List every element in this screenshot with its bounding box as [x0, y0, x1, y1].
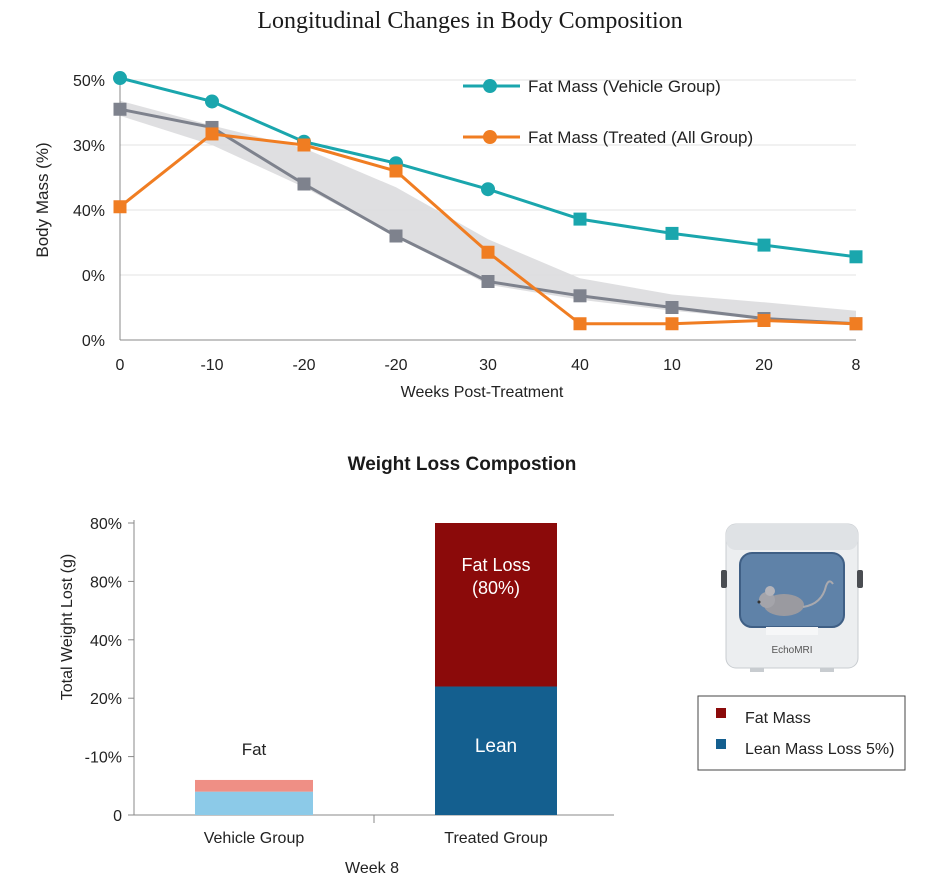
- series-line-0: [119, 76, 857, 259]
- y-tick-label: 0%: [82, 268, 105, 285]
- data-point: [481, 182, 495, 197]
- device-top: [726, 524, 858, 550]
- line-chart-y-label: Body Mass (%): [33, 142, 52, 257]
- line-chart-series: [113, 71, 863, 331]
- data-point: [205, 127, 219, 141]
- legend-marker-treated: [483, 130, 497, 144]
- bar-treated-fat: [435, 523, 557, 687]
- x-tick-vehicle-group: Vehicle Group: [204, 830, 305, 847]
- bar-chart-title: Weight Loss Compostion: [348, 454, 577, 475]
- data-point: [849, 317, 863, 331]
- bar-chart-x-label: Week 8: [345, 860, 399, 877]
- confidence-band-area: [120, 100, 856, 326]
- y-tick-label: 80%: [90, 516, 122, 533]
- data-point: [757, 238, 771, 252]
- data-point: [113, 71, 127, 86]
- data-point: [297, 138, 311, 152]
- data-point: [297, 177, 311, 191]
- bar-treated-lean: [435, 686, 557, 815]
- data-point: [757, 314, 771, 327]
- device-window: [739, 552, 845, 628]
- y-tick-label: 30%: [73, 138, 105, 155]
- data-point: [665, 317, 679, 331]
- bar-chart-y-label: Total Weight Lost (g): [59, 554, 76, 700]
- data-point: [573, 289, 587, 303]
- data-point: [849, 250, 863, 264]
- bar-chart-y-ticks: 80% 80% 40% 20% -10% 0: [85, 516, 134, 825]
- x-tick-treated-group: Treated Group: [444, 830, 548, 847]
- x-tick-label: 30: [479, 357, 497, 374]
- device-handle-left: [721, 570, 727, 588]
- line-chart-x-ticks: 0 -10 -20 -20 30 40 10 20 8: [116, 357, 861, 374]
- legend-box: [697, 695, 906, 771]
- line-chart-y-ticks: 50% 30% 40% 0% 0%: [73, 73, 105, 350]
- x-tick-label: 40: [571, 357, 589, 374]
- line-chart-title: Longitudinal Changes in Body Composition: [257, 8, 682, 34]
- annotation-vehicle-fat: Fat: [242, 740, 267, 759]
- data-point: [573, 317, 587, 331]
- y-tick-label: 40%: [90, 633, 122, 650]
- x-tick-label: 8: [852, 357, 861, 374]
- confidence-band: [120, 100, 856, 326]
- data-point: [665, 301, 679, 314]
- data-point: [573, 212, 587, 226]
- y-tick-label: 0: [113, 808, 122, 825]
- device-handle-right: [857, 570, 863, 588]
- y-tick-label: 0%: [82, 333, 105, 350]
- data-point: [205, 94, 219, 109]
- line-chart-legend: Fat Mass (Vehicle Group) Fat Mass (Treat…: [463, 77, 753, 147]
- data-point: [113, 102, 127, 116]
- mouse-icon: [757, 580, 834, 616]
- legend-marker-vehicle: [483, 79, 497, 93]
- legend-label-treated: Fat Mass (Treated (All Group): [528, 128, 753, 147]
- device-foot-right: [820, 668, 834, 672]
- bar-chart-legend: Fat Mass Lean Mass Loss 5%): [697, 695, 906, 771]
- y-tick-label: 80%: [90, 574, 122, 591]
- x-tick-label: 0: [116, 357, 125, 374]
- x-tick-label: -10: [200, 357, 223, 374]
- data-point: [389, 164, 403, 178]
- legend-swatch-lean-mass: [716, 739, 726, 749]
- annotation-lean: Lean: [475, 736, 517, 757]
- line-chart: Longitudinal Changes in Body Composition…: [33, 8, 863, 401]
- device-tray: [766, 627, 818, 635]
- y-tick-label: 20%: [90, 691, 122, 708]
- legend-label-vehicle: Fat Mass (Vehicle Group): [528, 77, 721, 96]
- data-point: [481, 275, 495, 288]
- bar-vehicle-lean: [195, 791, 313, 815]
- x-tick-label: 20: [755, 357, 773, 374]
- bar-chart-bars: [195, 523, 557, 815]
- legend-swatch-fat-mass: [716, 708, 726, 718]
- x-tick-label: -20: [292, 357, 315, 374]
- annotation-fat-loss-percent: (80%): [472, 578, 520, 598]
- bar-chart: Weight Loss Compostion 80% 80% 40% 20% -10% 0…: [59, 454, 906, 877]
- y-tick-label: -10%: [85, 750, 122, 767]
- series-line-1: [119, 132, 857, 326]
- data-point: [389, 229, 403, 243]
- data-point: [113, 200, 127, 214]
- legend-label-fat-mass: Fat Mass: [745, 710, 811, 727]
- data-point: [481, 245, 495, 259]
- echomri-device-icon: EchoMRI: [721, 523, 863, 672]
- device-foot-left: [750, 668, 764, 672]
- legend-label-lean-mass: Lean Mass Loss 5%): [745, 741, 894, 758]
- x-tick-label: -20: [384, 357, 407, 374]
- x-tick-label: 10: [663, 357, 681, 374]
- annotation-fat-loss: Fat Loss: [461, 555, 530, 575]
- line-chart-x-label: Weeks Post-Treatment: [401, 384, 564, 401]
- bar-vehicle-fat: [195, 779, 313, 792]
- y-tick-label: 40%: [73, 203, 105, 220]
- data-point: [665, 226, 679, 240]
- y-tick-label: 50%: [73, 73, 105, 90]
- device-label: EchoMRI: [771, 645, 812, 656]
